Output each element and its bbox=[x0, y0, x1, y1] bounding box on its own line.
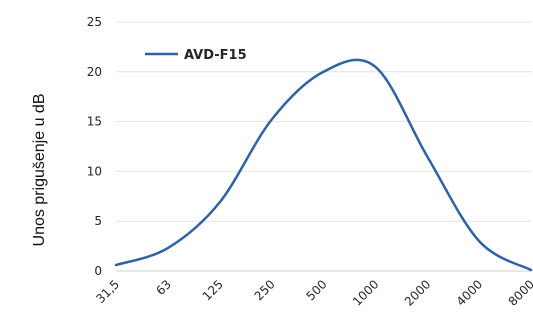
x-tick-label: 63 bbox=[153, 277, 174, 298]
x-tick-label: 1000 bbox=[350, 277, 381, 308]
x-tick-label: 500 bbox=[304, 277, 330, 303]
x-tick-label: 8000 bbox=[506, 277, 533, 308]
x-tick-label: 31,5 bbox=[93, 277, 122, 306]
y-tick-label: 20 bbox=[87, 65, 102, 79]
series-line-avd-f15 bbox=[114, 58, 533, 272]
x-tick-label: 250 bbox=[252, 277, 278, 303]
x-tick-labels: 31,5 63 125 250 500 1000 2000 4000 8000 bbox=[93, 277, 533, 308]
legend: AVD-F15 bbox=[145, 48, 247, 63]
x-tick-label: 2000 bbox=[402, 277, 433, 308]
y-axis-label: Unos prigušenje u dB bbox=[31, 94, 48, 247]
x-tick-label: 4000 bbox=[454, 277, 485, 308]
legend-label-avd-f15: AVD-F15 bbox=[184, 48, 247, 63]
x-tick-label: 125 bbox=[200, 277, 226, 303]
series-group bbox=[114, 58, 533, 272]
y-tick-label: 25 bbox=[87, 15, 102, 29]
y-tick-label: 15 bbox=[87, 115, 102, 129]
y-tick-labels: 0 5 10 15 20 25 bbox=[87, 15, 102, 278]
gridlines bbox=[116, 21, 531, 272]
y-tick-label: 0 bbox=[94, 264, 102, 278]
y-tick-label: 10 bbox=[87, 164, 102, 178]
y-tick-label: 5 bbox=[94, 214, 102, 228]
